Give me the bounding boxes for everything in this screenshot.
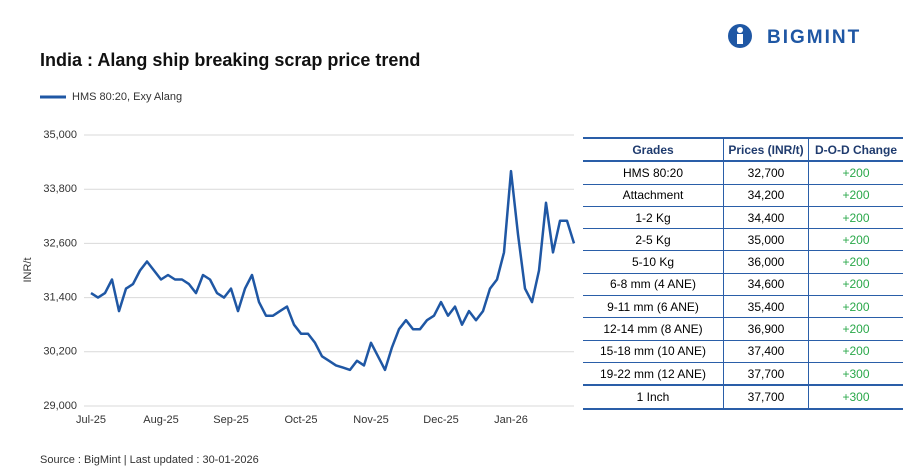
table-row: 9-11 mm (6 ANE) 35,400 +200 [583, 295, 903, 319]
chart-title: India : Alang ship breaking scrap price … [40, 50, 420, 70]
table-cell: 36,000 [723, 250, 809, 274]
y-tick-label: 29,000 [43, 400, 77, 412]
table-row: 1-2 Kg 34,400 +200 [583, 206, 903, 230]
table-cell: 37,700 [723, 384, 809, 410]
data-line [90, 169, 576, 372]
table-cell: +200 [808, 206, 903, 230]
table-header: Grades Prices (INR/t) D-O-D Change [583, 136, 903, 163]
table-cell: +200 [808, 340, 903, 363]
table-row: 1 Inch 37,700 +300 [583, 384, 903, 410]
y-tick-label: 33,800 [43, 183, 77, 195]
table-row: 19-22 mm (12 ANE) 37,700 +300 [583, 362, 903, 386]
table-cell: 34,600 [723, 273, 809, 297]
logo-icon [728, 24, 752, 48]
x-tick-label: Aug-25 [143, 414, 178, 426]
y-tick-label: 35,000 [43, 129, 77, 141]
table-row: 6-8 mm (4 ANE) 34,600 +200 [583, 273, 903, 297]
source: Source : BigMint | Last updated : 30-01-… [40, 454, 259, 466]
table-cell: 34,200 [723, 184, 809, 207]
table-cell: 37,700 [723, 362, 809, 386]
table-cell: 2-5 Kg [583, 228, 724, 252]
table-cell: 36,900 [723, 317, 809, 341]
table-cell: 15-18 mm (10 ANE) [583, 340, 724, 363]
x-tick-label: Jan-26 [494, 414, 528, 426]
table-row: 2-5 Kg 35,000 +200 [583, 228, 903, 252]
table-row: HMS 80:20 32,700 +200 [583, 161, 903, 185]
x-tick-label: Sep-25 [213, 414, 248, 426]
y-tick-label: 30,200 [43, 346, 77, 358]
column-header: Prices (INR/t) [723, 136, 809, 163]
table-row: 5-10 Kg 36,000 +200 [583, 250, 903, 274]
price-table: Grades Prices (INR/t) D-O-D Change HMS 80:… [583, 136, 903, 410]
table-row: 15-18 mm (10 ANE) 37,400 +200 [583, 340, 903, 363]
table-cell: 35,000 [723, 228, 809, 252]
table-cell: 6-8 mm (4 ANE) [583, 273, 724, 297]
x-tick-label: Dec-25 [423, 414, 458, 426]
table-cell: 35,400 [723, 295, 809, 319]
table-cell: +200 [808, 161, 903, 185]
table-cell: +200 [808, 250, 903, 274]
table-cell: +200 [808, 228, 903, 252]
table-cell: 9-11 mm (6 ANE) [583, 295, 724, 319]
table-cell: HMS 80:20 [583, 161, 724, 185]
x-tick-label: Jul-25 [76, 414, 106, 426]
table-cell: 34,400 [723, 206, 809, 230]
table-cell: +300 [808, 362, 903, 386]
x-tick-label: Nov-25 [353, 414, 388, 426]
column-header: Grades [583, 136, 724, 163]
table-cell: 37,400 [723, 340, 809, 363]
table-cell: 12-14 mm (8 ANE) [583, 317, 724, 341]
table-row: 12-14 mm (8 ANE) 36,900 +200 [583, 317, 903, 341]
legend-label: HMS 80:20, Exy Alang [72, 91, 182, 103]
column-header: D-O-D Change [808, 136, 903, 163]
y-tick-label: 32,600 [43, 237, 77, 249]
table-cell: 19-22 mm (12 ANE) [583, 362, 724, 386]
y-axis-label: INR/t [22, 257, 34, 282]
table-cell: +200 [808, 273, 903, 297]
table-cell: +200 [808, 317, 903, 341]
table-cell: +300 [808, 384, 903, 410]
brand: BIGMINT [767, 27, 861, 48]
table-cell: +200 [808, 295, 903, 319]
table-cell: +200 [808, 184, 903, 207]
table-row: Attachment 34,200 +200 [583, 184, 903, 207]
y-tick-label: 31,400 [43, 292, 77, 304]
table-cell: 1-2 Kg [583, 206, 724, 230]
table-cell: 32,700 [723, 161, 809, 185]
x-tick-label: Oct-25 [284, 414, 317, 426]
table-cell: 5-10 Kg [583, 250, 724, 274]
table-cell: 1 Inch [583, 384, 724, 410]
table-cell: Attachment [583, 184, 724, 207]
